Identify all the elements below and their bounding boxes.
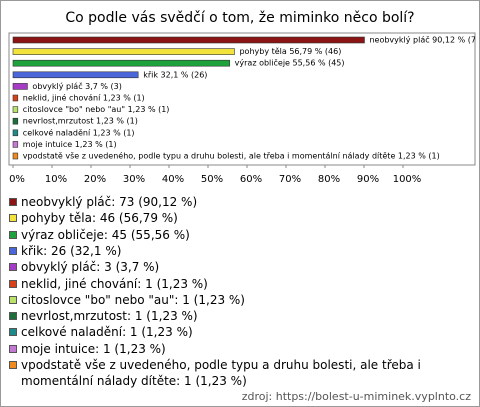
legend-swatch [9,344,17,353]
legend-label: křik: 26 (32,1 %) [21,243,122,258]
legend-swatch [9,198,17,206]
bar [12,59,230,67]
legend-swatch [9,246,17,255]
legend-entry: vpodstatě vše z uvedeného, podle typu a … [9,357,449,389]
x-tick-label: 70% [279,174,301,185]
x-tick-label: 10% [45,174,67,185]
legend-entry: citoslovce "bo" nebo "au": 1 (1,23 %) [9,292,449,308]
legend-label: vpodstatě vše z uvedeného, podle typu a … [21,358,421,388]
bar [12,152,19,160]
x-tick-label: 100% [393,174,422,185]
legend-label: citoslovce "bo" nebo "au": 1 (1,23 %) [21,292,245,307]
x-tick-label: 40% [162,174,184,185]
legend-swatch [9,361,17,369]
legend-entry: moje intuice: 1 (1,23 %) [9,341,449,357]
bar [12,36,365,44]
x-tick-label: 80% [318,174,340,185]
legend-swatch [9,328,17,337]
bar [12,117,19,125]
chart-svg: Co podle vás svědčí o tom, že miminko ně… [8,10,479,185]
legend-label: neklid, jiné chování: 1 (1,23 %) [21,276,208,291]
legend-swatch [9,230,17,239]
bar [12,83,28,90]
x-tick-label: 30% [123,174,145,185]
legend-label: nevrlost,mrzutost: 1 (1,23 %) [21,309,198,324]
data-label: neklid, jiné chování 1,23 % (1) [23,93,145,103]
legend-swatch [9,295,17,304]
x-tick-label: 50% [201,174,223,185]
bar [12,71,139,79]
bar [12,141,19,148]
source: zdroj: https://bolest-u-miminek.vyplnto.… [241,390,471,403]
data-label: pohyby těla 56,79 % (46) [239,47,341,56]
data-label: nevrlost,mrzutost 1,23 % (1) [23,117,138,126]
bar [12,94,19,102]
legend-entry: neobvyklý pláč: 73 (90,12 %) [9,194,449,210]
x-tick-label: 90% [357,174,379,185]
legend-label: výraz obličeje: 45 (55,56 %) [21,227,190,242]
data-label: vpodstatě vše z uvedeného, podle typu a … [23,151,440,161]
legend-entry: obvyklý pláč: 3 (3,7 %) [9,259,449,275]
bar [12,106,19,113]
legend-swatch [9,214,17,223]
legend-label: celkové naladění: 1 (1,23 %) [21,325,193,340]
legend-entry: výraz obličeje: 45 (55,56 %) [9,227,449,243]
legend-label: obvyklý pláč: 3 (3,7 %) [21,260,160,275]
legend-label: pohyby těla: 46 (56,79 %) [21,211,178,226]
data-label: obvyklý pláč 3,7 % (3) [32,81,121,91]
legend-entry: pohyby těla: 46 (56,79 %) [9,210,449,226]
legend-entry: nevrlost,mrzutost: 1 (1,23 %) [9,308,449,324]
data-label: výraz obličeje 55,56 % (45) [235,58,345,68]
legend-label: moje intuice: 1 (1,23 %) [21,341,166,356]
chart-title: Co podle vás svědčí o tom, že miminko ně… [65,10,414,26]
legend-entry: celkové naladění: 1 (1,23 %) [9,324,449,340]
data-label: neobvyklý pláč 90,12 % (73) [369,35,479,45]
data-label: celkové naladění 1,23 % (1) [23,127,135,137]
x-tick-label: 20% [84,174,106,185]
data-label: citoslovce "bo" nebo "au" 1,23 % (1) [23,105,170,114]
data-label: moje intuice 1,23 % (1) [23,140,117,149]
legend-label: neobvyklý pláč: 73 (90,12 %) [21,195,198,209]
legend-swatch [9,279,17,288]
legend-swatch [9,263,17,272]
bar [12,129,19,137]
x-tick-label: 0% [9,174,25,185]
plot-frame [8,32,476,166]
bar [12,48,235,55]
legend-swatch [9,312,17,321]
x-tick-label: 60% [240,174,262,185]
legend-entry: křik: 26 (32,1 %) [9,243,449,259]
data-label: křik 32,1 % (26) [143,70,207,79]
legend-entry: neklid, jiné chování: 1 (1,23 %) [9,276,449,292]
